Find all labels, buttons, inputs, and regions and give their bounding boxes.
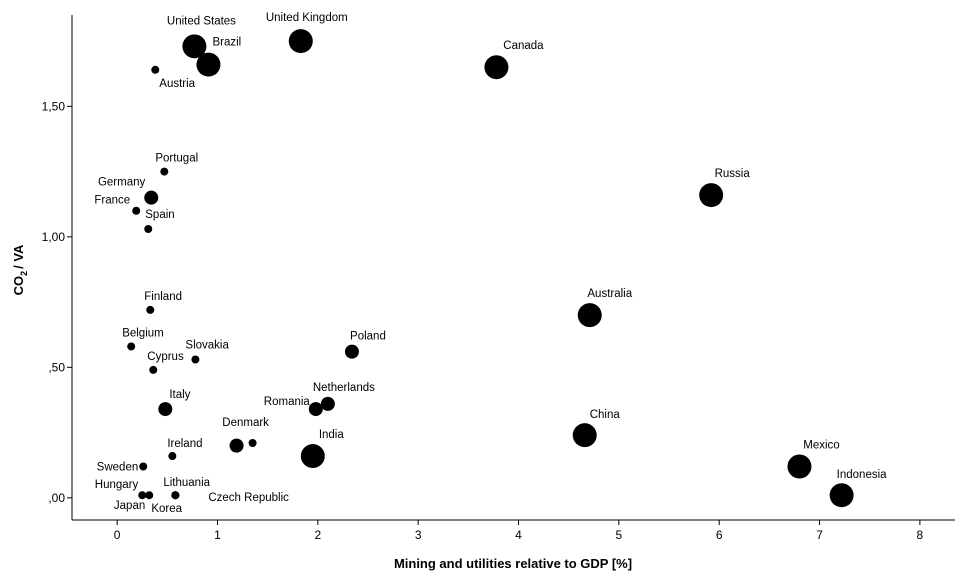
point-label-brazil: Brazil (212, 37, 241, 49)
point-brazil (196, 52, 221, 77)
point-label-portugal: Portugal (155, 153, 198, 165)
point-united-kingdom (288, 29, 313, 54)
point-sweden (139, 462, 148, 471)
point-label-korea: Korea (151, 503, 182, 515)
point-italy (158, 402, 173, 417)
point-label-romania: Romania (264, 396, 311, 408)
y-tick-label: 1,50 (42, 99, 66, 113)
point-label-sweden: Sweden (97, 461, 139, 473)
point-finland (146, 305, 155, 314)
point-germany (144, 190, 159, 205)
point-mexico (787, 454, 812, 479)
point-japan (145, 491, 154, 500)
y-tick-label: 1,00 (42, 230, 66, 244)
point-label-germany: Germany (98, 177, 146, 189)
point-label-hungary: Hungary (95, 479, 139, 491)
point-label-italy: Italy (169, 389, 190, 401)
point-label-cyprus: Cyprus (147, 351, 184, 363)
point-indonesia (829, 483, 854, 508)
point-label-czech-republic: Czech Republic (208, 492, 289, 504)
point-china (572, 423, 597, 448)
point-czech-republic (171, 491, 180, 500)
point-label-united-kingdom: United Kingdom (266, 12, 348, 24)
point-austria (151, 65, 160, 74)
x-tick-label: 2 (314, 528, 321, 542)
data-points (127, 29, 854, 508)
x-tick-label: 5 (616, 528, 623, 542)
point-label-belgium: Belgium (122, 327, 164, 339)
point-label-japan: Japan (114, 500, 145, 512)
x-tick-label: 8 (917, 528, 924, 542)
point-label-india: India (319, 429, 345, 441)
x-axis-label: Mining and utilities relative to GDP [%] (394, 556, 632, 571)
point-label-austria: Austria (159, 78, 195, 90)
x-tick-label: 1 (214, 528, 221, 542)
point-unlabeled (229, 438, 244, 453)
point-label-australia: Australia (587, 288, 632, 300)
point-france (132, 206, 141, 215)
point-label-indonesia: Indonesia (837, 469, 887, 481)
point-ireland (168, 452, 177, 461)
point-label-spain: Spain (145, 209, 174, 221)
x-tick-label: 0 (114, 528, 121, 542)
point-label-canada: Canada (503, 40, 544, 52)
point-australia (577, 303, 602, 328)
y-axis-label: CO2/ VA (11, 244, 29, 295)
point-label-ireland: Ireland (167, 438, 202, 450)
x-tick-label: 6 (716, 528, 723, 542)
point-label-china: China (590, 409, 621, 421)
point-netherlands (320, 396, 335, 411)
point-spain (144, 225, 153, 234)
point-denmark (248, 439, 257, 448)
point-united-states (182, 34, 207, 59)
point-india (300, 444, 325, 469)
point-poland (344, 344, 359, 359)
x-ticks: 0 1 2 3 4 5 6 7 8 (114, 520, 924, 542)
point-label-slovakia: Slovakia (185, 339, 229, 351)
x-tick-label: 7 (816, 528, 823, 542)
x-tick-label: 3 (415, 528, 422, 542)
point-label-finland: Finland (144, 291, 182, 303)
point-portugal (160, 167, 169, 176)
y-tick-label: ,00 (48, 491, 65, 505)
point-slovakia (191, 355, 200, 364)
point-romania (308, 402, 323, 417)
point-russia (699, 183, 724, 208)
point-label-lithuania: Lithuania (163, 477, 210, 489)
point-label-russia: Russia (715, 168, 751, 180)
y-tick-label: ,50 (48, 360, 65, 374)
point-labels: United States Brazil Austria United Kingdom… (94, 12, 887, 515)
x-tick-label: 4 (515, 528, 522, 542)
y-ticks: ,00 ,50 1,00 1,50 (42, 99, 72, 505)
point-label-poland: Poland (350, 331, 386, 343)
point-label-france: France (94, 195, 130, 207)
point-label-denmark: Denmark (222, 417, 269, 429)
point-label-netherlands: Netherlands (313, 382, 375, 394)
point-cyprus (149, 365, 158, 374)
point-label-mexico: Mexico (803, 439, 839, 451)
point-belgium (127, 342, 136, 351)
point-canada (484, 55, 509, 80)
point-label-united-states: United States (167, 15, 236, 27)
point-hungary (138, 491, 147, 500)
